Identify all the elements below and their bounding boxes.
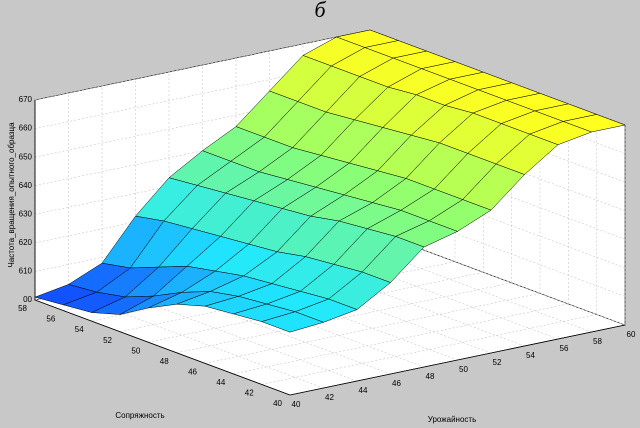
x-tick-label: 56 — [560, 344, 569, 353]
grid-line — [176, 282, 512, 354]
z-tick-label: 640 — [19, 181, 33, 190]
grid-line — [369, 172, 626, 269]
y-tick-label: 56 — [46, 315, 55, 324]
grid-line — [269, 250, 525, 347]
x-tick-label: 52 — [493, 358, 502, 367]
grid-line — [261, 314, 597, 385]
grid-line — [235, 257, 492, 354]
z-tick-label: 620 — [19, 238, 33, 247]
y-tick-label: 50 — [131, 346, 140, 355]
z-tick-label: 630 — [19, 209, 33, 218]
y-axis-label: Сопряжность — [115, 411, 164, 420]
x-tick-label: 50 — [459, 365, 468, 374]
x-tick-label: 44 — [359, 386, 368, 395]
x-tick-label: 42 — [325, 393, 334, 402]
x-tick-label: 46 — [392, 379, 401, 388]
axis-line — [34, 299, 291, 396]
grid-line — [68, 292, 324, 389]
z-tick-label: 670 — [19, 95, 33, 104]
x-tick-label: 60 — [627, 330, 636, 339]
z-axis-label: Частота_вращения_опытного_образца — [7, 122, 16, 268]
x-tick-label: 54 — [526, 351, 535, 360]
x-tick-label: 40 — [292, 400, 301, 409]
grid-line — [204, 293, 541, 364]
y-tick-label: 52 — [103, 336, 112, 345]
grid-line — [135, 278, 391, 375]
y-tick-label: 42 — [245, 389, 254, 398]
z-tick-label: 660 — [19, 124, 33, 133]
z-tick-label: 00 — [23, 295, 32, 304]
z-tick-label: 610 — [19, 267, 33, 276]
y-tick-label: 40 — [273, 399, 282, 408]
surface-patch — [260, 311, 325, 333]
grid-line — [101, 285, 358, 382]
axis-line — [289, 324, 626, 396]
grid-line — [148, 271, 484, 343]
x-tick-label: 48 — [426, 372, 435, 381]
z-tick-label: 650 — [19, 152, 33, 161]
chart-title: б — [314, 0, 326, 22]
grid-line — [369, 229, 626, 326]
y-tick-label: 48 — [160, 357, 169, 366]
x-tick-label: 58 — [593, 337, 602, 346]
grid-line — [34, 29, 371, 101]
y-tick-label: 46 — [188, 367, 197, 376]
y-tick-label: 58 — [18, 304, 27, 313]
y-tick-label: 44 — [216, 378, 225, 387]
grid-line — [302, 243, 559, 340]
grid-line — [233, 303, 569, 375]
x-axis-label: Урожайность — [428, 415, 477, 424]
grid-line — [336, 236, 592, 333]
y-tick-label: 54 — [75, 325, 84, 334]
grid-line — [369, 201, 626, 297]
